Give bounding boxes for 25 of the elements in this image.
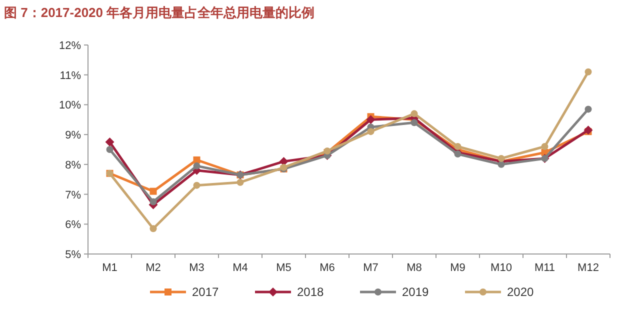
- y-tick-label: 7%: [65, 189, 82, 202]
- x-tick-label: M11: [534, 262, 556, 274]
- x-tick-label: M2: [146, 262, 161, 274]
- x-tick-label: M7: [363, 262, 378, 274]
- legend-label: 2020: [507, 285, 534, 299]
- chart-title: 图 7：2017-2020 年各月用电量占全年总用电量的比例: [4, 5, 315, 20]
- x-tick-label: M8: [406, 262, 422, 274]
- x-tick-label: M1: [102, 262, 118, 274]
- x-tick-label: M9: [450, 262, 466, 274]
- x-tick-label: M3: [189, 262, 204, 274]
- x-tick-label: M10: [490, 262, 512, 274]
- y-tick-label: 10%: [58, 100, 82, 112]
- legend-label: 2018: [297, 285, 324, 299]
- y-tick-label: 6%: [65, 219, 82, 232]
- x-tick-label: M4: [232, 262, 248, 274]
- y-tick-label: 8%: [65, 159, 82, 172]
- y-tick-label: 11%: [60, 70, 82, 82]
- x-tick-label: M5: [276, 262, 292, 274]
- y-tick-label: 9%: [65, 130, 82, 142]
- legend-label: 2017: [192, 285, 220, 299]
- x-tick-label: M12: [578, 262, 599, 274]
- legend-label: 2019: [402, 285, 430, 299]
- x-tick-label: M6: [320, 262, 335, 274]
- y-tick-label: 5%: [65, 249, 82, 261]
- y-tick-label: 12%: [58, 40, 82, 52]
